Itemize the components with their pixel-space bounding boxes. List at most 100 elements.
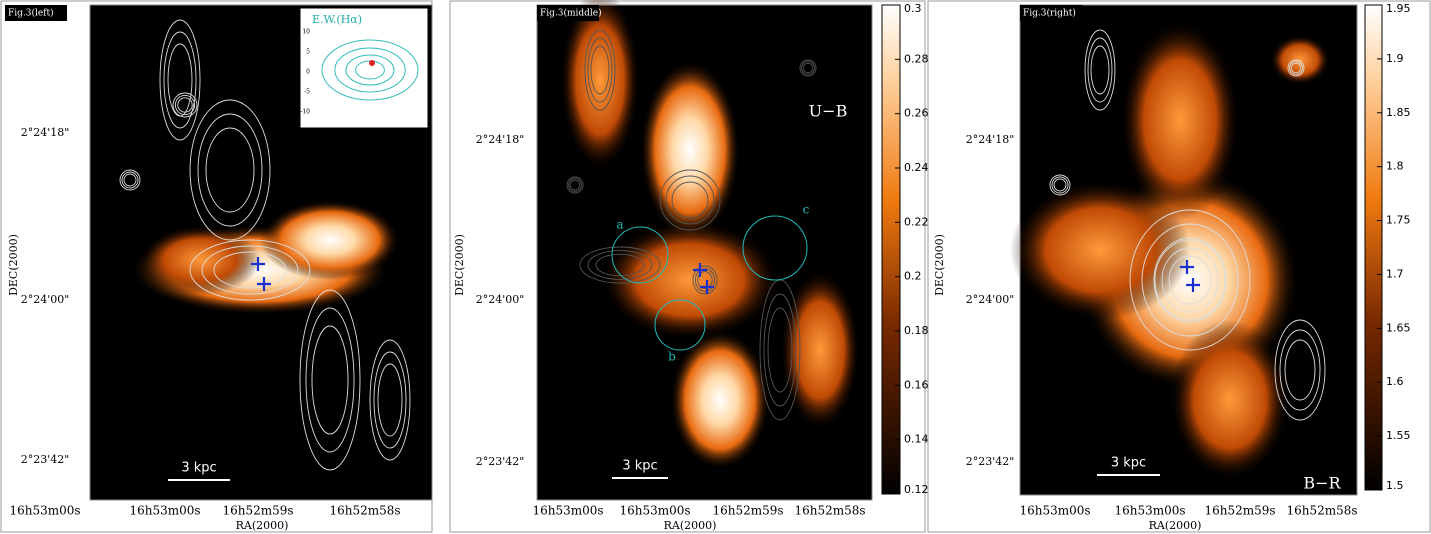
inset-contour <box>334 47 406 93</box>
contour <box>1090 45 1110 95</box>
contour <box>163 31 197 129</box>
colorbar-tick-label: 0.16 <box>904 378 929 391</box>
colorbar-tick-label: 0.28 <box>904 52 929 65</box>
colorbar-tick-label: 0.14 <box>904 433 929 446</box>
y-axis-label: DEC(2000) <box>7 234 20 296</box>
colorbar-tick-label: 0.2 <box>904 270 922 283</box>
y-tick-label: 2°24'18" <box>21 126 70 139</box>
annotation: B−R <box>1303 474 1341 493</box>
annotation: b <box>668 350 676 364</box>
contour <box>665 175 715 225</box>
contour <box>369 339 411 461</box>
contour <box>579 246 661 284</box>
nucleus-cross <box>700 280 714 294</box>
nucleus-cross <box>251 257 265 271</box>
colorbar-tick-label: 1.9 <box>1386 52 1404 65</box>
region-circle <box>742 215 808 281</box>
colorbar-tick-label: 1.75 <box>1386 214 1411 227</box>
colorbar-tick-label: 0.18 <box>904 324 929 337</box>
annotation: a <box>616 218 623 232</box>
colorbar-tick-label: 0.22 <box>904 215 929 228</box>
contour <box>299 289 361 471</box>
colorbar-tick-label: 1.85 <box>1386 106 1411 119</box>
region-circle <box>654 299 706 351</box>
contour <box>587 250 653 280</box>
contour <box>1274 319 1326 421</box>
contour <box>1141 223 1239 337</box>
colorbar-tick-label: 1.65 <box>1386 321 1411 334</box>
y-tick-label: 2°24'00" <box>21 293 70 306</box>
contour <box>763 293 797 407</box>
contour <box>659 169 721 231</box>
colorbar-tick-label: 0.12 <box>904 483 929 496</box>
figure-label-box <box>537 5 599 21</box>
inset-y-tick: 10 <box>302 29 310 36</box>
contour <box>1287 59 1305 77</box>
contour <box>197 113 263 227</box>
contour <box>569 179 581 191</box>
emission <box>670 330 770 470</box>
contour <box>1087 37 1113 103</box>
colorbar-tick-label: 1.7 <box>1386 267 1404 280</box>
y-tick-label: 2°24'00" <box>966 293 1015 306</box>
contour <box>767 307 793 393</box>
y-axis-label: DEC(2000) <box>933 234 946 296</box>
contour <box>1284 339 1316 401</box>
x-tick-label: 16h53m00s <box>1114 504 1185 518</box>
x-tick-label: 16h52m59s <box>712 504 783 518</box>
inset-y-tick: -10 <box>300 109 310 116</box>
emission <box>560 0 640 170</box>
inset-x-tick: 5 <box>342 129 346 136</box>
inset-x-tick: -10 <box>405 129 415 136</box>
contour <box>566 176 584 194</box>
colorbar <box>881 4 901 495</box>
contour <box>692 265 718 295</box>
contour <box>801 61 815 75</box>
colorbar <box>1364 4 1383 491</box>
colorbar-tick-label: 1.5 <box>1386 479 1404 492</box>
colorbar-tick-label: 0.26 <box>904 107 929 120</box>
contour <box>697 271 713 289</box>
colorbar-tick-label: 0.3 <box>904 2 922 15</box>
contour <box>205 127 255 213</box>
panel-border <box>449 0 926 533</box>
contour <box>1161 247 1219 313</box>
contour <box>189 99 271 241</box>
inset-x-tick: -5 <box>385 129 391 136</box>
x-tick-label: 16h53m00s <box>129 504 200 518</box>
x-axis-label: RA(2000) <box>664 519 717 532</box>
inset-contour <box>321 39 419 101</box>
emission <box>140 225 260 295</box>
contour <box>1053 178 1067 192</box>
x-tick-label: 16h52m58s <box>794 504 865 518</box>
emission <box>1270 35 1330 85</box>
nucleus-cross <box>257 277 271 291</box>
contour <box>1279 329 1321 411</box>
contour <box>1290 62 1302 74</box>
y-tick-label: 2°23'42" <box>21 453 70 466</box>
x-axis-label: RA(2000) <box>236 519 289 532</box>
contour <box>1153 237 1227 323</box>
y-tick-label: 2°24'18" <box>966 133 1015 146</box>
inset-contour <box>345 54 395 86</box>
x-tick-label: 16h52m59s <box>1204 504 1275 518</box>
contour <box>177 97 193 113</box>
x-tick-label: 16h52m58s <box>329 504 400 518</box>
contour <box>189 239 311 301</box>
contour <box>595 253 645 277</box>
inset-x-tick: 10 <box>318 129 326 136</box>
panel-border <box>927 0 1431 533</box>
emission <box>1170 320 1290 480</box>
inset <box>299 7 429 129</box>
colorbar-tick-label: 1.6 <box>1386 375 1404 388</box>
x-tick-label: 16h53m00s <box>532 504 603 518</box>
colorbar-tick-label: 1.8 <box>1386 160 1404 173</box>
figure-label: Fig.3(middle) <box>540 8 602 19</box>
emission <box>260 200 400 280</box>
contour <box>1049 174 1071 196</box>
y-tick-label: 2°24'00" <box>476 293 525 306</box>
x-tick-label: 16h53m00s <box>619 504 690 518</box>
y-tick-label: 2°24'18" <box>476 133 525 146</box>
annotation: U−B <box>809 102 848 121</box>
scale-bar-label: 3 kpc <box>1111 456 1146 471</box>
